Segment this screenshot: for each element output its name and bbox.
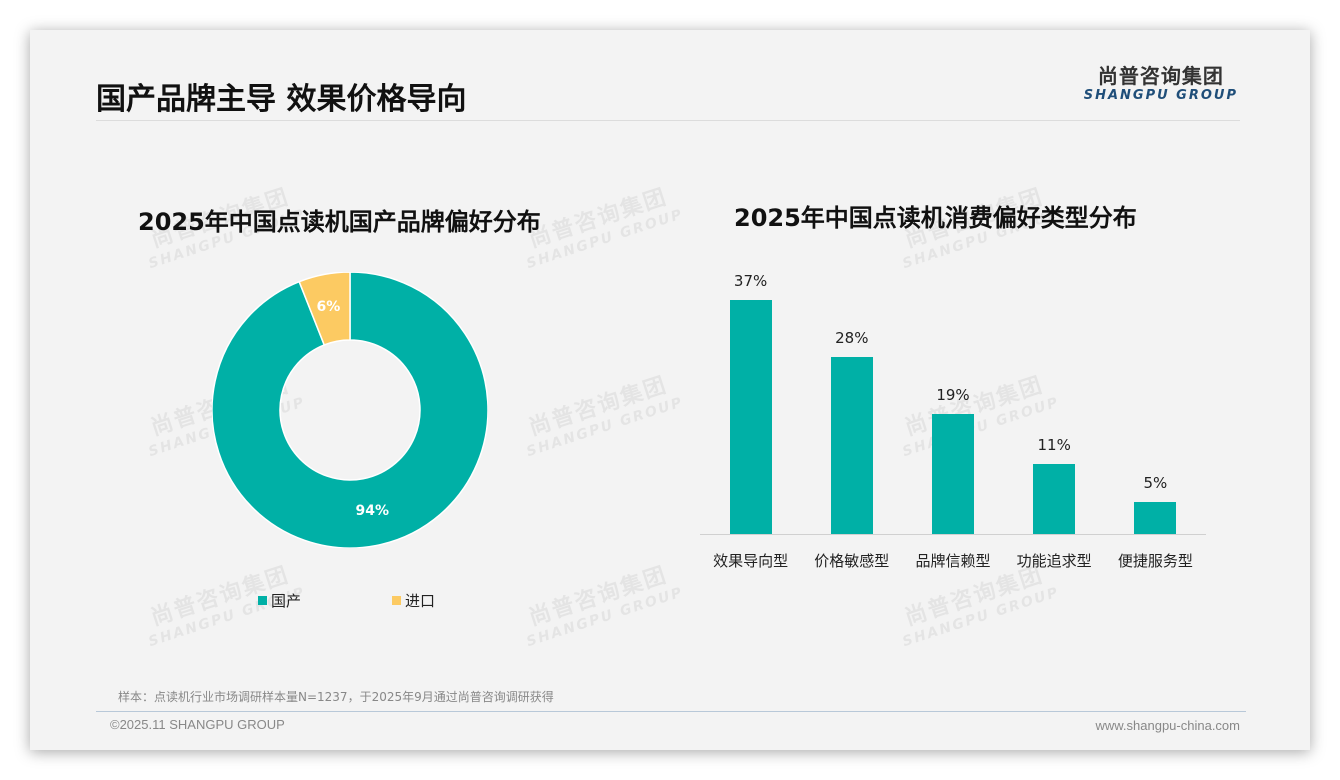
- bar-chart-title: 2025年中国点读机消费偏好类型分布: [734, 204, 1137, 232]
- slice-label-import: 6%: [316, 298, 341, 315]
- page-title: 国产品牌主导 效果价格导向: [96, 82, 467, 117]
- donut-chart: 94% 6%: [211, 271, 489, 549]
- footer-divider: [96, 711, 1246, 712]
- bar-value-label: 5%: [1143, 474, 1168, 493]
- bar-value-label: 11%: [1037, 436, 1071, 455]
- logo-chinese: 尚普咨询集团: [1097, 64, 1224, 88]
- legend-label: 进口: [405, 592, 436, 610]
- legend-item-import: 进口: [392, 590, 435, 611]
- legend-swatch-yellow-icon: [392, 596, 401, 605]
- bar-value-label: 37%: [733, 272, 768, 290]
- x-axis-line: [700, 534, 1206, 535]
- legend-swatch-teal-icon: [258, 596, 267, 605]
- bar: [932, 413, 974, 534]
- slice-label-domestic: 94%: [355, 503, 389, 520]
- website-link[interactable]: www.shangpu-china.com: [1095, 718, 1240, 733]
- bar-value-label: 28%: [835, 328, 869, 347]
- bar-category-label: 功能追求型: [1016, 552, 1092, 570]
- slide: 国产品牌主导 效果价格导向 尚普咨询集团 SHANGPU GROUP 尚普咨询集…: [30, 30, 1310, 750]
- bar-category-label: 价格敏感型: [814, 552, 890, 570]
- title-divider: [96, 120, 1240, 121]
- bar-value-label: 19%: [936, 385, 970, 404]
- bar-category-label: 便捷服务型: [1117, 552, 1193, 570]
- bar: [1033, 464, 1076, 534]
- donut-svg: [211, 271, 489, 549]
- bar-category-label: 品牌信赖型: [915, 552, 991, 570]
- sample-note: 样本：点读机行业市场调研样本量N=1237，于2025年9月通过尚普咨询调研获得: [118, 690, 554, 704]
- bar: [729, 300, 772, 534]
- bar-chart: 37% 28% 19% 11% 5%: [700, 270, 1206, 534]
- company-logo: 尚普咨询集团 SHANGPU GROUP: [1084, 64, 1238, 104]
- donut-chart-title: 2025年中国点读机国产品牌偏好分布: [138, 208, 541, 236]
- legend-label: 国产: [271, 592, 302, 610]
- bar-category-label: 效果导向型: [713, 552, 789, 570]
- legend-item-domestic: 国产: [258, 590, 301, 611]
- copyright: ©2025.11 SHANGPU GROUP: [110, 717, 285, 732]
- donut-slice: [211, 271, 489, 549]
- donut-slice: [298, 271, 351, 346]
- bar: [1134, 502, 1177, 534]
- logo-english: SHANGPU GROUP: [1083, 88, 1238, 103]
- bar: [830, 356, 873, 534]
